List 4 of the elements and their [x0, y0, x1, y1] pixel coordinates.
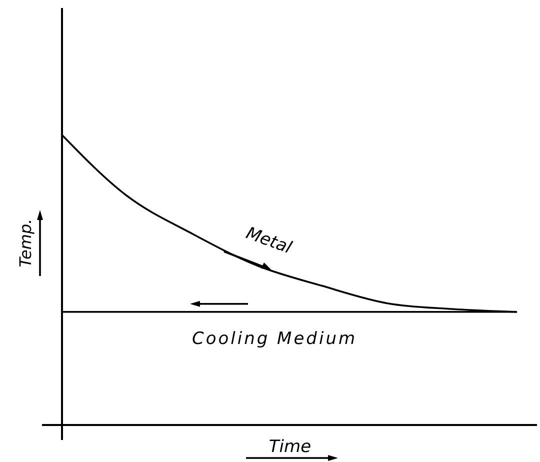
series-label: Cooling Medium: [192, 328, 358, 349]
x-axis-title: Time: [268, 437, 312, 457]
text: Metal: [243, 223, 294, 258]
y-axis-title: Temp.: [16, 218, 35, 268]
